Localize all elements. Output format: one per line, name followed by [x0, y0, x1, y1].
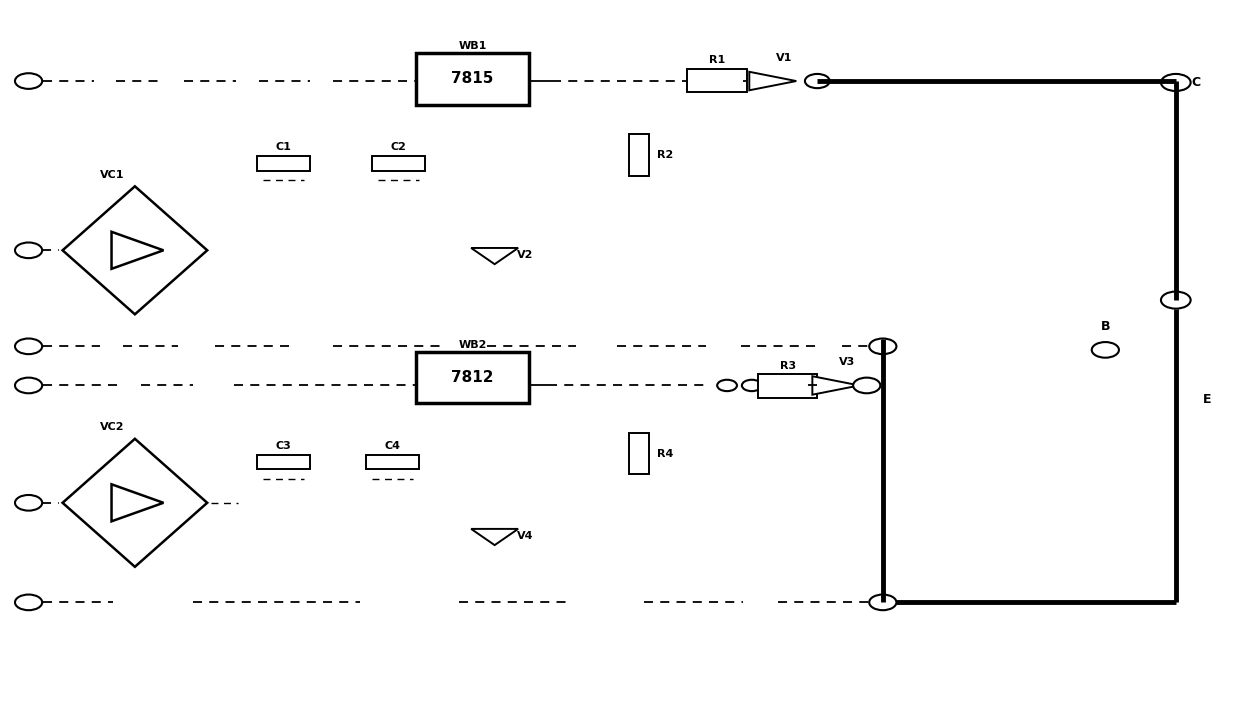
Text: C4: C4 — [384, 441, 400, 451]
Polygon shape — [471, 529, 518, 545]
Text: E: E — [1203, 393, 1212, 406]
Polygon shape — [63, 186, 207, 314]
Bar — [629, 433, 649, 474]
Polygon shape — [63, 439, 207, 567]
Circle shape — [854, 378, 881, 393]
Bar — [372, 156, 425, 171]
Text: R3: R3 — [779, 361, 795, 371]
Text: C: C — [1192, 76, 1201, 89]
Polygon shape — [471, 248, 518, 264]
Bar — [629, 134, 649, 176]
Circle shape — [15, 74, 42, 89]
Bar — [688, 69, 747, 92]
Bar — [415, 54, 529, 104]
Polygon shape — [112, 232, 164, 269]
Circle shape — [15, 378, 42, 393]
Text: R4: R4 — [657, 448, 673, 458]
Text: V1: V1 — [776, 53, 792, 63]
Circle shape — [15, 595, 42, 610]
Text: 7815: 7815 — [451, 71, 493, 86]
Text: WB1: WB1 — [458, 41, 487, 51]
Circle shape — [15, 495, 42, 511]
Circle shape — [1092, 342, 1119, 358]
Text: B: B — [1100, 320, 1110, 333]
Text: C1: C1 — [275, 142, 291, 152]
Text: 7812: 7812 — [451, 370, 493, 385]
Circle shape — [742, 380, 762, 391]
Polygon shape — [813, 376, 860, 395]
Text: C2: C2 — [390, 142, 406, 152]
Circle shape — [717, 380, 737, 391]
Text: C3: C3 — [275, 441, 291, 451]
Text: VC1: VC1 — [100, 170, 125, 180]
Bar — [415, 352, 529, 403]
Text: VC2: VC2 — [100, 423, 125, 433]
Circle shape — [15, 338, 42, 354]
Circle shape — [870, 338, 896, 354]
Polygon shape — [750, 72, 797, 90]
Polygon shape — [112, 484, 164, 521]
Text: WB2: WB2 — [458, 340, 487, 350]
Bar — [258, 455, 311, 469]
Circle shape — [1161, 74, 1191, 91]
Bar — [258, 156, 311, 171]
Circle shape — [15, 243, 42, 258]
Bar — [758, 374, 818, 398]
Circle shape — [1161, 291, 1191, 308]
Text: V2: V2 — [517, 251, 533, 261]
Circle shape — [870, 595, 896, 610]
Text: R2: R2 — [657, 150, 673, 160]
Circle shape — [805, 74, 830, 88]
Text: V4: V4 — [517, 531, 534, 541]
Text: V3: V3 — [839, 357, 855, 367]
Text: R1: R1 — [709, 56, 725, 66]
Bar — [366, 455, 419, 469]
